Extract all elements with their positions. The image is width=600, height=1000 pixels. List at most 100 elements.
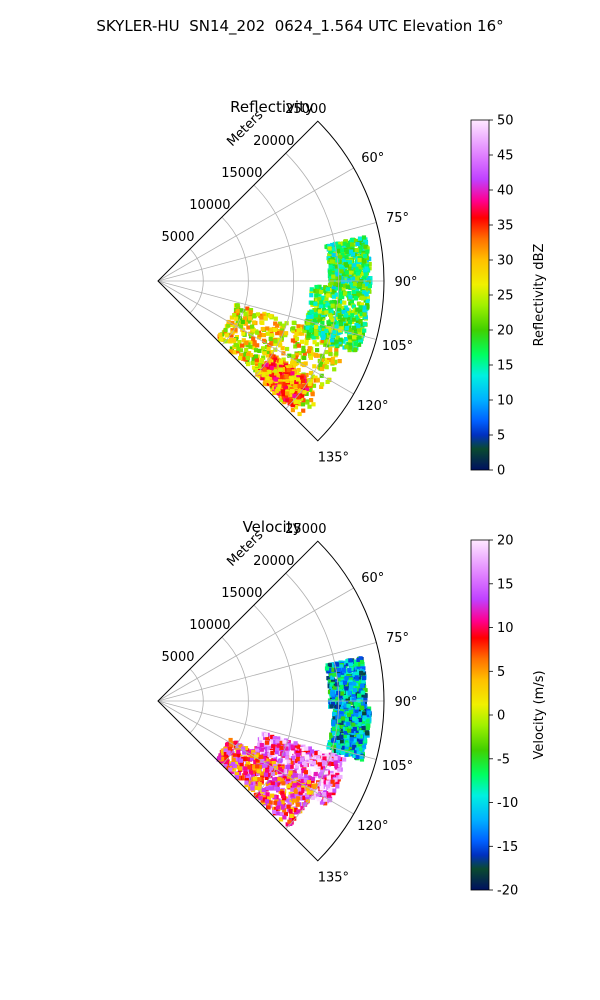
echo-cell [304, 746, 309, 751]
echo-cell [290, 361, 295, 366]
echo-cell [229, 315, 234, 320]
echo-cell [326, 676, 331, 681]
echo-cell [286, 804, 291, 809]
echo-cell [250, 324, 255, 329]
echo-cell [332, 367, 337, 372]
echo-cell [343, 291, 348, 296]
echo-cell [348, 339, 353, 344]
echo-cell [323, 782, 328, 787]
echo-cell [281, 794, 286, 799]
echo-cell [260, 798, 265, 803]
echo-cell [325, 287, 330, 292]
echo-cell [319, 782, 324, 788]
echo-cell [341, 271, 346, 276]
echo-cell [305, 400, 310, 405]
echo-cell [345, 307, 350, 312]
echo-cell [269, 786, 274, 791]
echo-cell [270, 382, 275, 387]
echo-cell [348, 682, 353, 687]
echo-cell [281, 392, 286, 397]
echo-cell [337, 275, 342, 280]
echo-cell [328, 331, 333, 336]
echo-cell [322, 764, 328, 769]
echo-cell [357, 335, 362, 340]
echo-cell [288, 794, 293, 799]
echo-cell [302, 760, 307, 766]
echo-cell [332, 259, 338, 264]
echo-cell [300, 331, 305, 336]
echo-cell [253, 348, 259, 353]
echo-cell [282, 739, 287, 744]
echo-cell [275, 331, 280, 336]
echo-cell [304, 391, 309, 396]
echo-cell [261, 739, 266, 745]
echo-cell [329, 259, 334, 264]
echo-cell [339, 266, 344, 272]
echo-cell [243, 321, 248, 326]
echo-cell [307, 771, 312, 776]
echo-cell [233, 740, 238, 745]
echo-cell [349, 737, 354, 742]
echo-cell [331, 774, 336, 779]
echo-cell [319, 766, 324, 771]
echo-cell [330, 701, 336, 706]
echo-cell [317, 751, 322, 756]
echo-cell [313, 334, 319, 339]
echo-cell [278, 343, 283, 348]
echo-cell [301, 785, 306, 790]
echo-cell [334, 324, 339, 329]
echo-cell [300, 778, 305, 784]
echo-cell [286, 764, 291, 769]
echo-cell [329, 300, 334, 305]
echo-cell [359, 659, 365, 665]
echo-cell [339, 691, 344, 696]
echo-cell [343, 244, 348, 249]
echo-cell [320, 323, 325, 328]
echo-cell [337, 278, 342, 283]
echo-cell [326, 320, 331, 325]
echo-cell [335, 295, 340, 300]
echo-cell [308, 370, 314, 376]
echo-cell [256, 745, 261, 750]
echo-cell [320, 338, 325, 344]
echo-cell [289, 377, 294, 382]
echo-cell [356, 301, 362, 306]
echo-cell [308, 759, 313, 764]
echo-cell [262, 791, 268, 796]
echo-cell [347, 331, 352, 336]
echo-cell [346, 278, 352, 283]
figure-title: SKYLER-HU SN14_202 0624_1.564 UTC Elevat… [96, 17, 504, 35]
echo-cell [313, 789, 319, 794]
echo-cell [345, 285, 350, 290]
echo-cell [301, 383, 306, 389]
echo-cell [346, 317, 351, 322]
echo-cell [283, 386, 289, 391]
echo-cell [251, 750, 256, 755]
echo-cell [333, 777, 338, 782]
echo-cell [355, 264, 360, 269]
echo-cell [332, 788, 337, 793]
echo-cell [309, 289, 314, 294]
echo-cell [334, 272, 339, 277]
echo-cell [296, 343, 301, 348]
echo-cell [313, 301, 318, 306]
echo-cell [300, 324, 305, 329]
echo-cell [261, 787, 266, 793]
echo-cell [258, 736, 264, 741]
echo-cell [275, 323, 280, 328]
echo-cell [260, 773, 265, 778]
echo-cell [265, 761, 270, 766]
echo-cell [302, 802, 307, 807]
echo-cell [312, 308, 317, 313]
echo-cell [318, 772, 324, 777]
echo-cell [315, 378, 320, 383]
echo-cell [297, 331, 303, 336]
echo-cell [265, 326, 270, 331]
echo-cell [363, 244, 368, 249]
echo-cell [309, 328, 314, 333]
echo-cell [317, 284, 322, 289]
echo-cell [363, 697, 368, 702]
echo-cell [344, 325, 349, 331]
echo-cell [320, 760, 325, 765]
echo-cell [282, 808, 287, 813]
